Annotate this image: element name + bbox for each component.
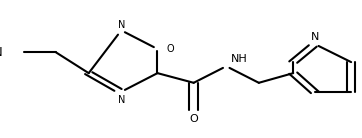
Text: N: N <box>118 95 125 105</box>
Text: N: N <box>118 20 125 30</box>
Text: NH: NH <box>231 54 247 64</box>
Text: H₂N: H₂N <box>0 46 4 59</box>
Text: O: O <box>167 44 174 54</box>
Text: O: O <box>189 114 198 124</box>
Text: N: N <box>311 32 319 42</box>
